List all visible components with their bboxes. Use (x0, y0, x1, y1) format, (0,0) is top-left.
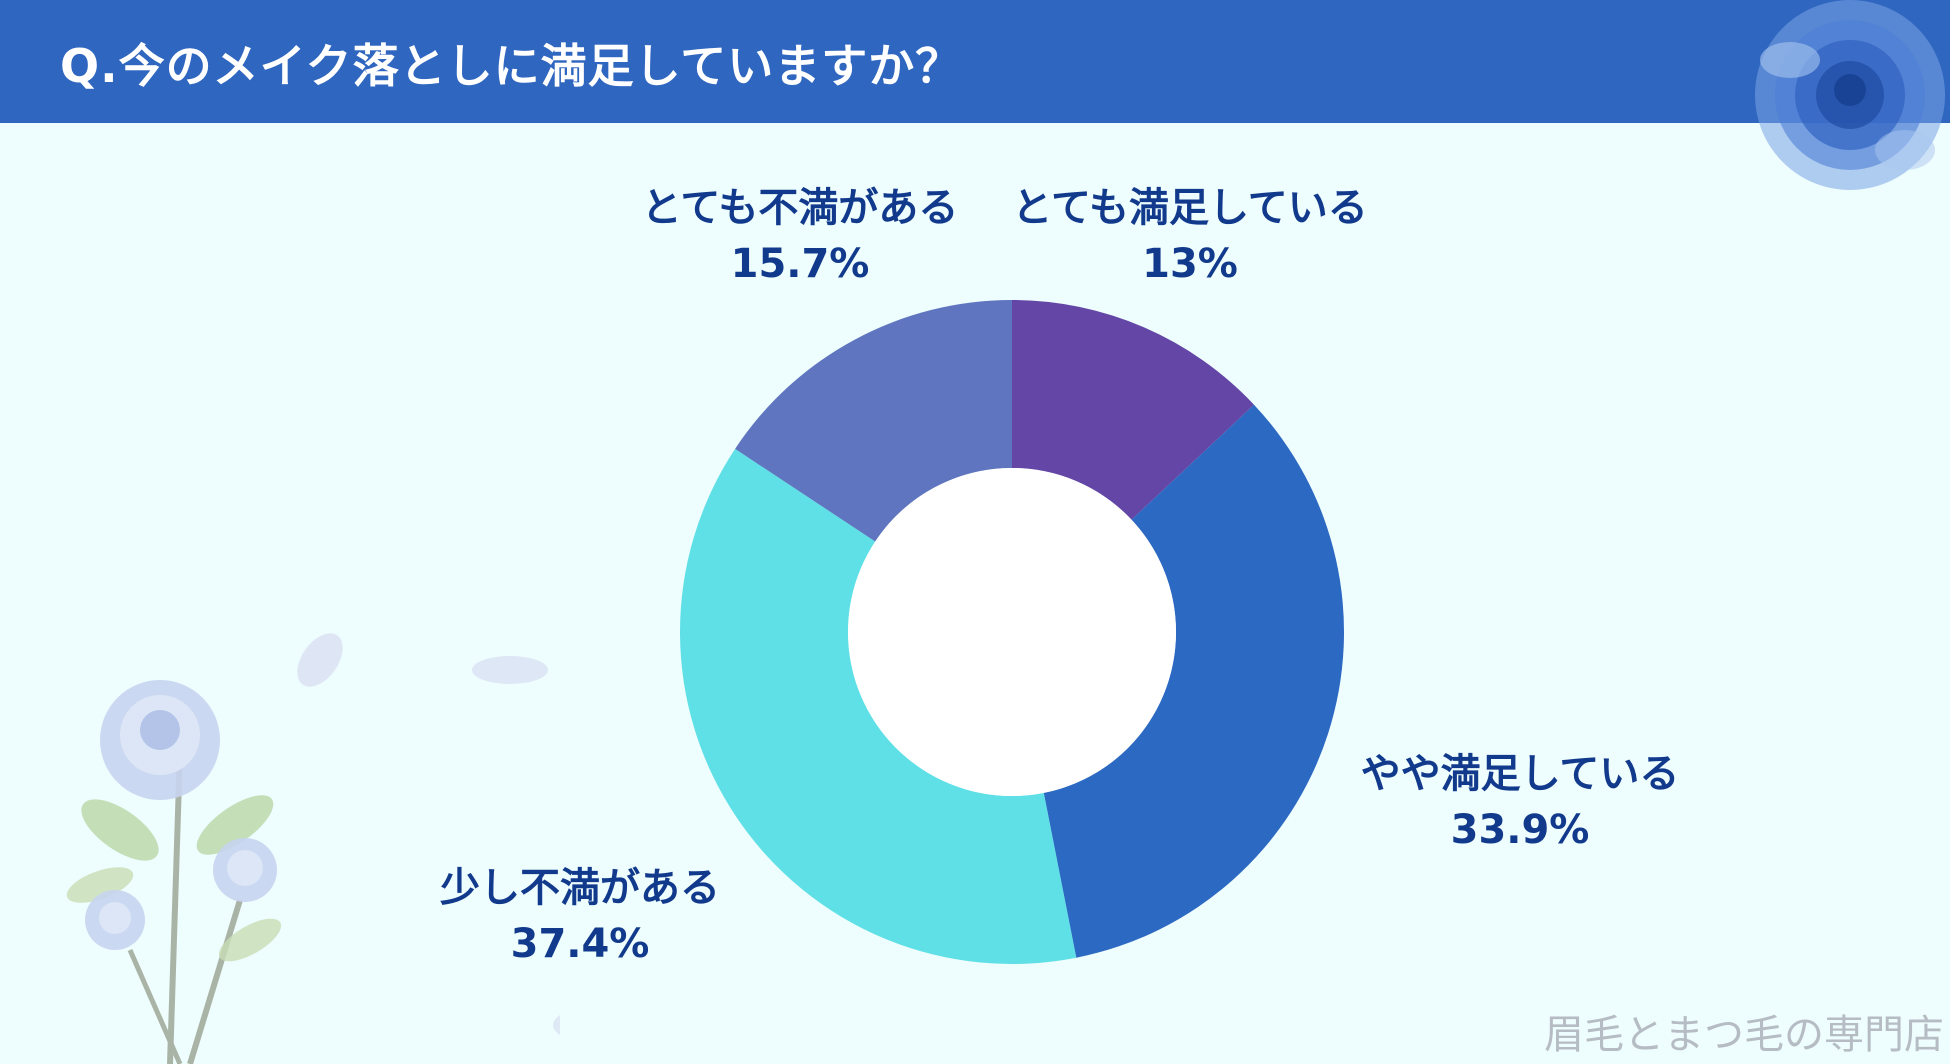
label-very-satisfied: とても満足している 13% (1012, 185, 1368, 287)
donut-slice-3 (680, 448, 1077, 964)
page-title: Q.今のメイク落としに満足していますか？ (60, 39, 963, 93)
donut-slice-4 (735, 300, 1012, 542)
rose-decoration-icon (1755, 0, 1945, 190)
donut-slice-1 (1012, 300, 1255, 520)
donut-slice-2 (1043, 404, 1344, 958)
label-slightly-dissatisfied: 少し不満がある 37.4% (440, 865, 720, 967)
donut-hole (848, 468, 1176, 796)
header-bar: Q.今のメイク落としに満足していますか？ (0, 0, 1950, 123)
label-very-dissatisfied: とても不満がある 15.7% (641, 185, 959, 287)
watermark-text: 眉毛とまつ毛の専門店 (1544, 1012, 1944, 1058)
rose-bouquet-icon (66, 633, 560, 1064)
label-somewhat-satisfied: やや満足している 33.9% (1360, 751, 1680, 853)
